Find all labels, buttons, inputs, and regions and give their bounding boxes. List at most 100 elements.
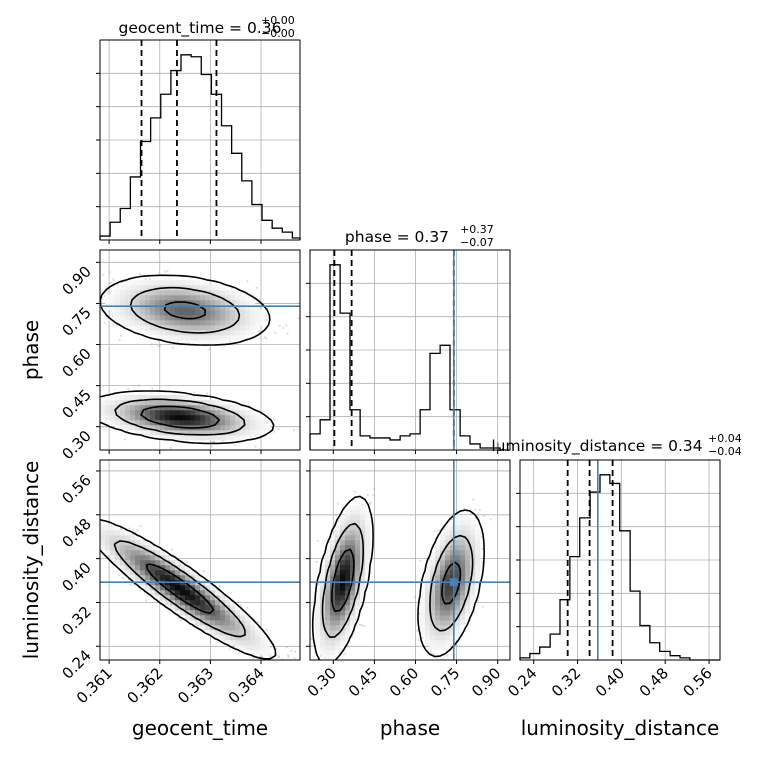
- sample-point: [86, 425, 88, 427]
- density-cell: [125, 425, 131, 431]
- sample-point: [112, 323, 115, 326]
- density-cell: [140, 400, 146, 406]
- sample-point: [265, 664, 267, 666]
- density-cell: [170, 405, 176, 411]
- density-cell: [135, 280, 141, 286]
- density-cell: [200, 325, 206, 331]
- x-tick-label: 0.24: [504, 664, 540, 700]
- density-cell: [190, 400, 196, 406]
- title-geocent-time-sup: +0.00: [261, 14, 295, 27]
- contour-level-1: [140, 301, 220, 429]
- density-cell: [225, 295, 231, 301]
- density-cell: [215, 410, 221, 416]
- density-cell: [210, 310, 216, 316]
- sample-point: [109, 281, 112, 284]
- density-cell: [135, 325, 141, 331]
- density-cell: [155, 410, 161, 416]
- density-cell: [150, 410, 156, 416]
- sample-point: [278, 324, 281, 327]
- density-cell: [225, 305, 231, 311]
- density-cell: [230, 330, 236, 336]
- density-cell: [205, 280, 211, 286]
- title-luminosity-distance: luminosity_distance = 0.34: [491, 437, 702, 456]
- density-cell: [260, 310, 266, 316]
- density-cell: [230, 300, 236, 306]
- density-cell: [215, 400, 221, 406]
- density-cell: [110, 420, 116, 426]
- density-cell: [165, 320, 171, 326]
- density-cell: [150, 325, 156, 331]
- sample-point: [266, 318, 269, 322]
- sample-point: [171, 346, 174, 349]
- density-cell: [205, 400, 211, 406]
- density-cell: [210, 430, 216, 436]
- sample-point: [256, 620, 259, 624]
- density-cell: [170, 425, 176, 431]
- density-cell: [125, 290, 131, 296]
- density-cell: [245, 410, 251, 416]
- sample-point: [128, 527, 131, 530]
- density-cell: [120, 395, 126, 401]
- density-cell: [220, 425, 226, 431]
- density-cell: [220, 290, 226, 296]
- panel-frame: [99, 249, 301, 451]
- x-tick-label: 0.40: [592, 664, 628, 700]
- density-cell: [170, 320, 176, 326]
- density-cell: [115, 300, 121, 306]
- density-cell: [200, 315, 206, 321]
- density-cell: [135, 300, 141, 306]
- title-geocent-time: geocent_time = 0.36: [119, 19, 282, 38]
- sample-point: [118, 574, 121, 577]
- density-cell: [145, 280, 151, 286]
- density-cell: [235, 295, 241, 301]
- density-cell: [180, 305, 186, 311]
- density-cell: [185, 415, 191, 421]
- density-cell: [255, 430, 261, 436]
- density-cell: [150, 315, 156, 321]
- density-cell: [165, 295, 171, 301]
- density-cell: [180, 325, 186, 331]
- density-cell: [225, 425, 231, 431]
- density-cell: [200, 290, 206, 296]
- sample-point: [120, 334, 123, 337]
- density-cell: [120, 290, 126, 296]
- density-cell: [220, 430, 226, 436]
- density-cell: [220, 410, 226, 416]
- density-cell: [260, 420, 266, 426]
- density-cell: [130, 400, 136, 406]
- sample-point: [252, 293, 255, 296]
- density-cell: [210, 400, 216, 406]
- density-cell: [160, 300, 166, 306]
- density-cell: [145, 330, 151, 336]
- density-cell: [175, 395, 181, 401]
- density-cell: [155, 335, 161, 341]
- density-cell: [140, 295, 146, 301]
- sample-point: [94, 309, 96, 311]
- density-cell: [125, 320, 131, 326]
- density-cell: [140, 405, 146, 411]
- density-cell: [230, 290, 236, 296]
- density-cell: [200, 295, 206, 301]
- density-cell: [215, 285, 221, 291]
- density-cell: [190, 320, 196, 326]
- density-cell: [155, 315, 161, 321]
- density-cell: [160, 395, 166, 401]
- density-cell: [125, 405, 131, 411]
- density-cell: [130, 300, 136, 306]
- density-cell: [205, 425, 211, 431]
- density-cell: [120, 285, 126, 291]
- x-tick-label: 0.56: [680, 664, 716, 700]
- density-cell: [100, 415, 106, 421]
- sample-point: [277, 654, 280, 657]
- density-cell: [185, 395, 191, 401]
- density-cell: [120, 300, 126, 306]
- density-cell: [210, 405, 216, 411]
- sample-point: [84, 256, 86, 258]
- density-cell: [225, 420, 231, 426]
- density-cell: [160, 410, 166, 416]
- density-cell: [160, 320, 166, 326]
- sample-point: [186, 561, 189, 564]
- density-cell: [130, 425, 136, 431]
- density-cell: [185, 315, 191, 321]
- density-cell: [205, 285, 211, 291]
